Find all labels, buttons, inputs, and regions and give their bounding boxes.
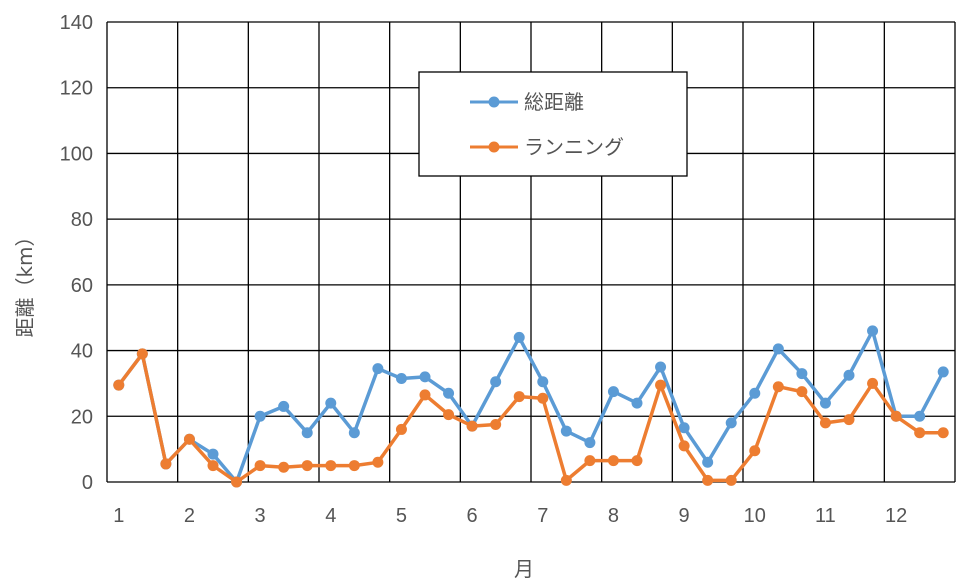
- data-point-s1-32: [843, 369, 855, 381]
- series-line-1: [117, 329, 945, 484]
- y-tick-label-4: 80: [71, 209, 93, 231]
- legend-swatch-marker-1: [488, 96, 500, 108]
- y-axis-ticks: 0 20 40 60 80 100 120 140: [60, 12, 93, 494]
- data-point-s2-1: [113, 379, 125, 391]
- data-point-s2-14: [419, 389, 431, 401]
- x-axis-ticks: 1 2 3 4 5 6 7 8 9 10 11 12: [113, 505, 907, 527]
- y-tick-label-1: 20: [71, 406, 93, 428]
- data-point-s2-21: [584, 455, 596, 467]
- data-point-s1-26: [702, 456, 714, 468]
- data-point-s2-29: [772, 381, 784, 393]
- data-point-s2-36: [937, 427, 949, 439]
- data-point-s1-23: [631, 397, 643, 409]
- data-point-s2-11: [348, 460, 360, 472]
- data-point-s2-12: [372, 456, 384, 468]
- y-tick-label-2: 40: [71, 341, 93, 363]
- x-axis-title: 月: [514, 557, 534, 581]
- data-point-s2-15: [443, 409, 455, 421]
- x-tick-label-4: 4: [325, 505, 336, 527]
- x-tick-label-11: 11: [815, 505, 836, 527]
- data-point-s2-4: [183, 433, 195, 445]
- x-tick-label-6: 6: [467, 505, 478, 527]
- data-point-s2-18: [513, 391, 525, 403]
- x-tick-label-10: 10: [744, 505, 766, 527]
- data-point-s1-9: [301, 427, 313, 439]
- data-point-s1-10: [325, 397, 337, 409]
- data-point-s2-3: [160, 458, 172, 470]
- data-point-s1-18: [513, 331, 525, 343]
- data-point-s1-22: [607, 386, 619, 398]
- data-point-s2-31: [819, 417, 831, 429]
- data-point-s1-19: [537, 376, 549, 388]
- data-point-s1-7: [254, 410, 266, 422]
- data-point-s1-13: [395, 373, 407, 384]
- y-axis-title: 距離（km）: [13, 226, 37, 337]
- data-point-s1-35: [914, 410, 926, 422]
- x-tick-label-3: 3: [255, 505, 266, 527]
- data-point-s2-30: [796, 386, 808, 398]
- data-point-s2-25: [678, 440, 690, 452]
- data-point-s1-12: [372, 363, 384, 375]
- legend-label-1: 総距離: [524, 90, 584, 114]
- data-point-s1-20: [560, 425, 572, 437]
- data-point-s2-28: [749, 445, 761, 457]
- data-point-s1-24: [655, 361, 667, 373]
- x-tick-label-5: 5: [396, 505, 407, 527]
- data-point-s2-2: [136, 348, 148, 360]
- data-point-s2-16: [466, 420, 478, 432]
- x-tick-label-12: 12: [885, 505, 907, 527]
- data-point-s2-20: [560, 474, 572, 486]
- legend-box: [418, 71, 688, 177]
- data-point-s2-34: [890, 410, 902, 422]
- data-point-s2-19: [537, 392, 549, 404]
- legend: 総距離 ランニング: [418, 71, 688, 177]
- data-point-s2-13: [395, 423, 407, 435]
- data-point-s1-17: [490, 376, 502, 388]
- x-tick-label-7: 7: [537, 505, 548, 527]
- data-point-s2-10: [325, 460, 337, 472]
- data-point-s1-25: [678, 422, 690, 434]
- data-point-s1-8: [278, 400, 290, 412]
- data-point-s2-5: [207, 460, 219, 472]
- data-point-s2-33: [867, 377, 879, 389]
- data-point-s2-24: [655, 379, 667, 391]
- data-point-s2-6: [231, 476, 243, 488]
- data-point-s2-35: [914, 427, 926, 439]
- data-point-s1-27: [725, 417, 737, 429]
- data-point-s1-29: [772, 343, 784, 355]
- data-point-s1-21: [584, 437, 596, 449]
- data-point-s2-27: [725, 474, 737, 486]
- data-point-s2-22: [607, 455, 619, 467]
- y-tick-label-0: 0: [82, 472, 93, 494]
- legend-swatch-marker-2: [488, 141, 500, 153]
- data-point-s2-26: [702, 474, 714, 486]
- y-tick-label-6: 120: [60, 78, 93, 100]
- y-tick-label-3: 60: [71, 275, 93, 297]
- series-layer: [113, 325, 949, 488]
- x-tick-label-9: 9: [679, 505, 690, 527]
- x-tick-label-2: 2: [184, 505, 195, 527]
- x-tick-label-1: 1: [113, 505, 124, 527]
- data-point-s1-15: [443, 387, 455, 399]
- data-point-s1-5: [207, 448, 219, 460]
- data-point-s1-11: [348, 427, 360, 439]
- data-point-s1-31: [819, 397, 831, 409]
- data-point-s1-30: [796, 368, 808, 380]
- y-tick-label-5: 100: [60, 143, 93, 165]
- legend-label-2: ランニング: [524, 135, 624, 159]
- series-2: [113, 348, 949, 488]
- data-point-s1-14: [419, 371, 431, 383]
- data-point-s2-23: [631, 455, 643, 467]
- data-point-s1-28: [749, 387, 761, 399]
- data-point-s1-33: [867, 325, 879, 337]
- data-point-s2-7: [254, 460, 266, 472]
- y-tick-label-7: 140: [60, 12, 93, 34]
- data-point-s2-17: [490, 419, 502, 430]
- x-tick-label-8: 8: [608, 505, 619, 527]
- data-point-s1-36: [937, 366, 949, 378]
- data-point-s2-8: [278, 461, 290, 473]
- data-point-s2-32: [843, 414, 855, 426]
- data-point-s2-9: [301, 460, 313, 472]
